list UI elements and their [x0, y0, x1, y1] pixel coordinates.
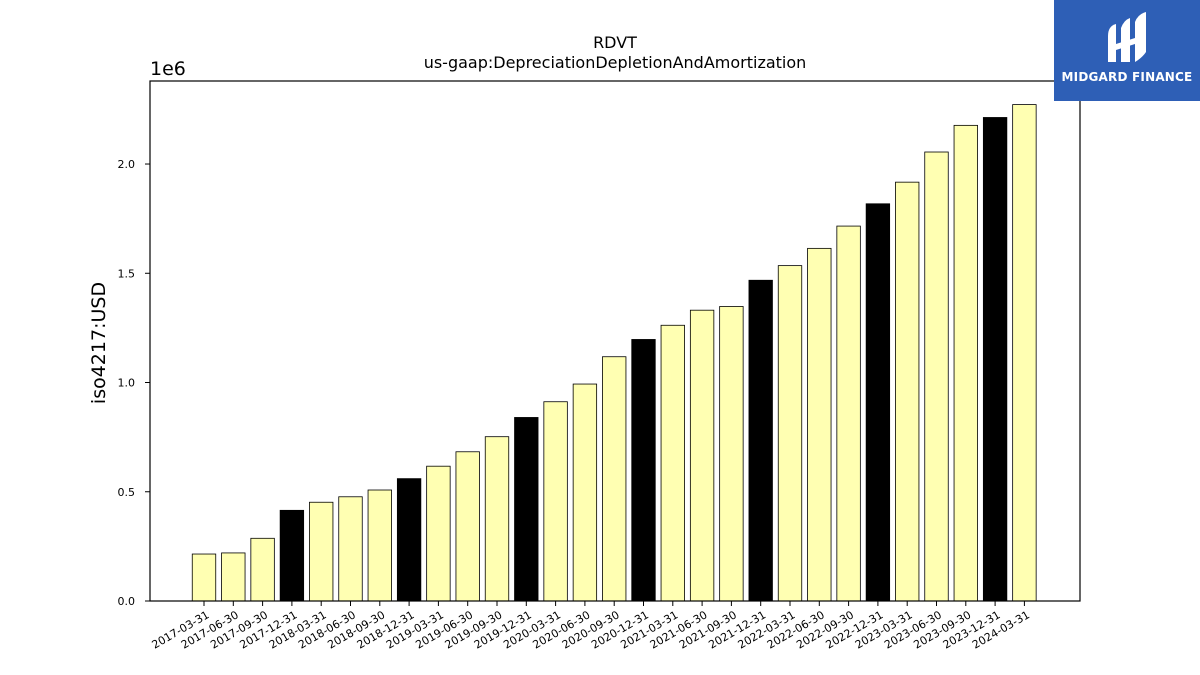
bar-2018-09-30	[367, 489, 392, 602]
y-axis-label: iso4217:USD	[88, 282, 110, 404]
bar-2021-03-31	[660, 324, 685, 602]
logo-mark-icon	[1108, 12, 1146, 62]
chart-title: RDVT	[593, 33, 637, 52]
bar-2020-03-31	[543, 401, 568, 602]
bar-2017-09-30	[250, 537, 275, 602]
y-offset-label: 1e6	[150, 58, 186, 80]
bar-2023-12-31	[982, 117, 1008, 602]
y-tick-label: 0.0	[118, 595, 136, 608]
y-tick-label: 0.5	[118, 486, 136, 499]
y-axis: 0.0 0.5 1.0 1.5 2.0	[118, 158, 150, 608]
bar-2023-03-31	[895, 181, 920, 602]
bar-2017-03-31	[191, 553, 217, 602]
y-tick-label: 1.0	[118, 377, 136, 390]
midgard-finance-logo: MIDGARD FINANCE	[1054, 0, 1200, 101]
logo-text: MIDGARD FINANCE	[1061, 70, 1193, 84]
bar-2020-09-30	[602, 356, 627, 602]
x-axis: 2017-03-312017-06-302017-09-302017-12-31…	[150, 601, 1032, 652]
bar-2020-06-30	[572, 383, 598, 602]
bar-2022-12-31	[865, 203, 891, 602]
bar-2019-09-30	[484, 436, 510, 602]
bar-2020-12-31	[631, 339, 656, 602]
bar-2019-03-31	[426, 465, 451, 602]
bar-2022-06-30	[807, 247, 832, 602]
bar-2021-12-31	[748, 279, 773, 602]
bar-2023-06-30	[924, 151, 949, 602]
y-tick-label: 1.5	[118, 267, 136, 280]
y-tick-label: 2.0	[118, 158, 136, 171]
bar-2021-06-30	[689, 309, 715, 602]
bars-group	[191, 104, 1037, 602]
bar-2018-03-31	[309, 501, 334, 602]
bar-2018-06-30	[338, 496, 363, 602]
bar-2022-09-30	[836, 225, 861, 602]
bar-2017-06-30	[221, 552, 246, 602]
bar-2018-12-31	[396, 478, 422, 602]
bar-2021-09-30	[719, 306, 744, 602]
plot-frame	[149, 80, 1081, 602]
bar-2019-12-31	[514, 417, 539, 602]
bar-2017-12-31	[279, 509, 305, 602]
bar-2022-03-31	[777, 265, 803, 602]
bar-2023-09-30	[953, 124, 978, 602]
bar-2019-06-30	[455, 451, 480, 602]
bar-2024-03-31	[1012, 104, 1037, 602]
chart-subtitle: us-gaap:DepreciationDepletionAndAmortiza…	[424, 53, 807, 72]
